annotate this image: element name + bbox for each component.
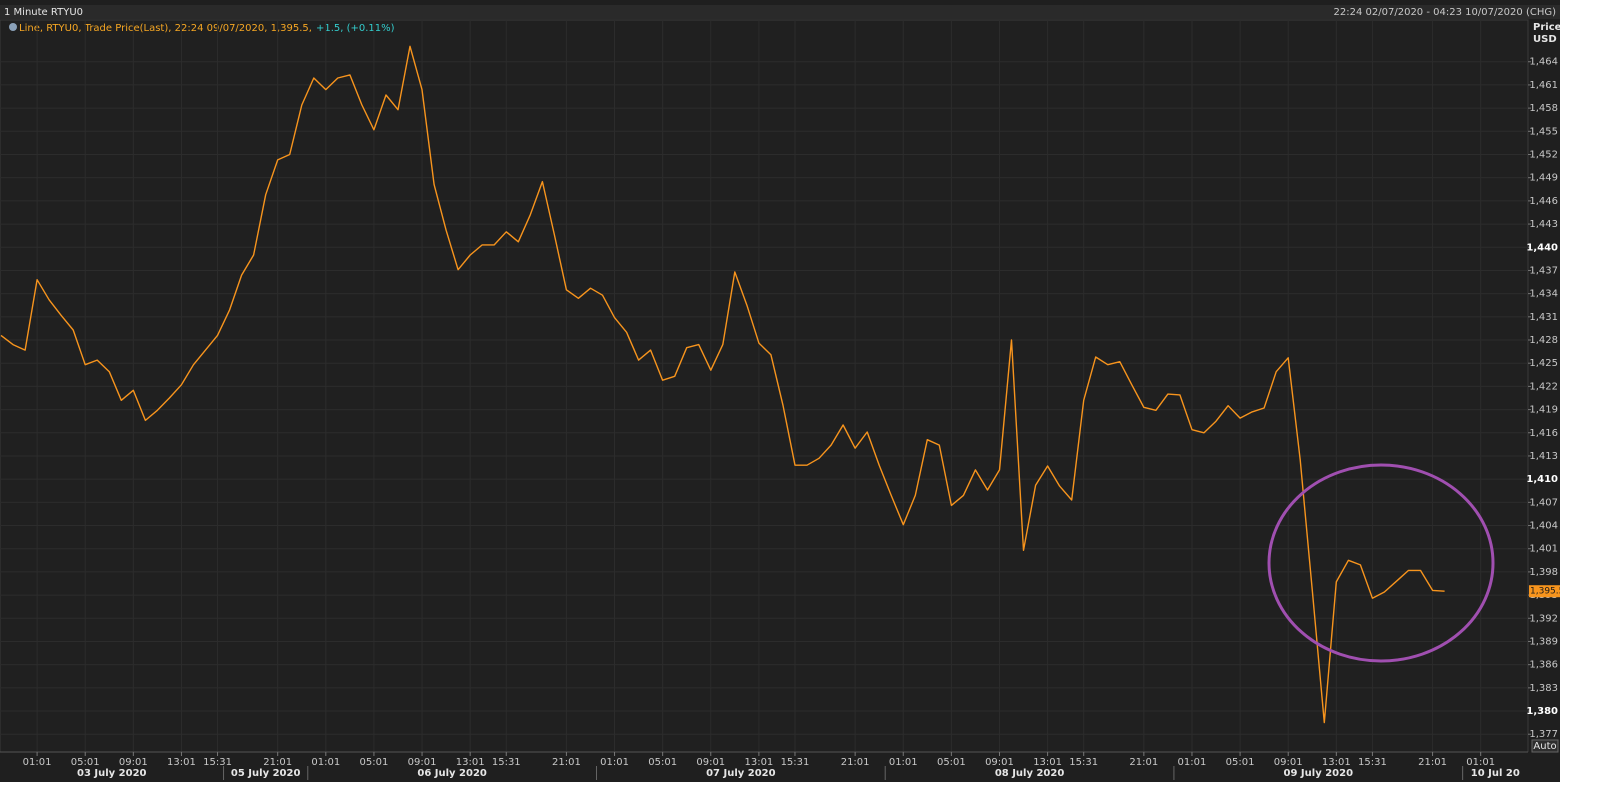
y-tick-label: 1,455 bbox=[1529, 126, 1558, 137]
y-tick-label: 1,452 bbox=[1529, 149, 1558, 160]
y-tick-label: 1,386 bbox=[1529, 660, 1558, 671]
y-tick-label: 1,377 bbox=[1529, 729, 1558, 740]
y-tick-label: 1,446 bbox=[1529, 196, 1558, 207]
x-tick-label: 01:01 bbox=[889, 757, 918, 768]
y-tick-label: 1,413 bbox=[1529, 451, 1558, 462]
x-tick-label: 05:01 bbox=[937, 757, 966, 768]
x-tick-label: 13:01 bbox=[1033, 757, 1062, 768]
x-tick-label: 15:31 bbox=[203, 757, 232, 768]
x-tick-label: 21:01 bbox=[841, 757, 870, 768]
y-tick-label: 1,383 bbox=[1529, 683, 1558, 694]
x-tick-label: 13:01 bbox=[1322, 757, 1351, 768]
x-tick-label: 01:01 bbox=[1466, 757, 1495, 768]
y-tick-label: 1,443 bbox=[1529, 219, 1558, 230]
x-tick-label: 15:31 bbox=[492, 757, 521, 768]
x-tick-label: 21:01 bbox=[1418, 757, 1447, 768]
x-tick-label: 01:01 bbox=[600, 757, 629, 768]
y-tick-label: 1,398 bbox=[1529, 567, 1558, 578]
y-tick-label: 1,404 bbox=[1529, 521, 1558, 532]
x-tick-label: 21:01 bbox=[263, 757, 292, 768]
x-tick-label: 05:01 bbox=[360, 757, 389, 768]
x-tick-label: 13:01 bbox=[744, 757, 773, 768]
x-tick-label: 09:01 bbox=[408, 757, 437, 768]
y-tick-label: 1,425 bbox=[1529, 358, 1558, 369]
legend-change: +1.5, (+0.11%) bbox=[316, 23, 395, 34]
last-price-marker bbox=[1529, 585, 1560, 598]
y-tick-label: 1,419 bbox=[1529, 405, 1558, 416]
y-axis-title: Price bbox=[1533, 22, 1560, 33]
title-bar bbox=[0, 5, 1560, 19]
date-label: 03 July 2020 bbox=[77, 768, 147, 779]
y-tick-label: 1,389 bbox=[1529, 636, 1558, 647]
x-tick-label: 21:01 bbox=[1129, 757, 1158, 768]
x-tick-label: 05:01 bbox=[71, 757, 100, 768]
y-tick-label: 1,431 bbox=[1529, 312, 1558, 323]
date-range: 22:24 02/07/2020 - 04:23 10/07/2020 (CHG… bbox=[1334, 7, 1557, 18]
x-tick-label: 09:01 bbox=[696, 757, 725, 768]
y-tick-label: 1,416 bbox=[1529, 428, 1558, 439]
x-tick-label: 09:01 bbox=[1274, 757, 1303, 768]
last-price-label: 1,395.5 bbox=[1530, 587, 1560, 597]
legend-text: Line, RTYU0, Trade Price(Last), 22:24 09… bbox=[19, 23, 312, 34]
x-tick-label: 01:01 bbox=[1178, 757, 1207, 768]
x-axis-band bbox=[0, 752, 1560, 782]
auto-button-label[interactable]: Auto bbox=[1533, 741, 1556, 752]
date-label: 07 July 2020 bbox=[706, 768, 776, 779]
y-tick-label: 1,422 bbox=[1529, 381, 1558, 392]
date-label: 05 July 2020 bbox=[231, 768, 301, 779]
x-tick-label: 05:01 bbox=[1226, 757, 1255, 768]
grid-layer bbox=[0, 20, 1528, 752]
y-tick-label: 1,401 bbox=[1529, 544, 1558, 555]
date-label: 08 July 2020 bbox=[995, 768, 1065, 779]
chart-title: 1 Minute RTYU0 bbox=[4, 7, 83, 18]
axis-layer: 1,3771,3801,3831,3861,3891,3921,3951,398… bbox=[0, 57, 1564, 782]
x-tick-label: 13:01 bbox=[167, 757, 196, 768]
x-tick-label: 01:01 bbox=[23, 757, 52, 768]
x-tick-label: 15:31 bbox=[1069, 757, 1098, 768]
y-tick-label: 1,449 bbox=[1529, 173, 1558, 184]
y-tick-label: 1,428 bbox=[1529, 335, 1558, 346]
y-tick-label: 1,410 bbox=[1526, 474, 1558, 485]
x-tick-label: 15:31 bbox=[781, 757, 810, 768]
x-tick-label: 15:31 bbox=[1358, 757, 1387, 768]
x-tick-label: 21:01 bbox=[552, 757, 581, 768]
y-tick-label: 1,407 bbox=[1529, 497, 1558, 508]
y-tick-label: 1,440 bbox=[1526, 242, 1558, 253]
y-tick-label: 1,437 bbox=[1529, 265, 1558, 276]
y-axis-unit: USD bbox=[1533, 34, 1557, 45]
y-tick-label: 1,464 bbox=[1529, 57, 1558, 68]
price-line bbox=[0, 45, 1445, 724]
chart: 1 Minute RTYU0 22:24 02/07/2020 - 04:23 … bbox=[0, 0, 1564, 782]
date-label: 06 July 2020 bbox=[417, 768, 487, 779]
y-tick-label: 1,380 bbox=[1526, 706, 1558, 717]
y-tick-label: 1,461 bbox=[1529, 80, 1558, 91]
x-tick-label: 13:01 bbox=[456, 757, 485, 768]
y-tick-label: 1,392 bbox=[1529, 613, 1558, 624]
highlight-ellipse bbox=[1267, 463, 1495, 663]
x-tick-label: 09:01 bbox=[119, 757, 148, 768]
auto-button[interactable] bbox=[1531, 739, 1559, 753]
date-label: 09 July 2020 bbox=[1284, 768, 1354, 779]
x-tick-label: 01:01 bbox=[311, 757, 340, 768]
x-tick-label: 09:01 bbox=[985, 757, 1014, 768]
y-tick-label: 1,434 bbox=[1529, 289, 1558, 300]
x-tick-label: 05:01 bbox=[648, 757, 677, 768]
legend-icon bbox=[9, 23, 17, 31]
line-layer bbox=[0, 45, 1445, 724]
date-label: 10 Jul 20 bbox=[1471, 768, 1520, 779]
y-tick-label: 1,458 bbox=[1529, 103, 1558, 114]
